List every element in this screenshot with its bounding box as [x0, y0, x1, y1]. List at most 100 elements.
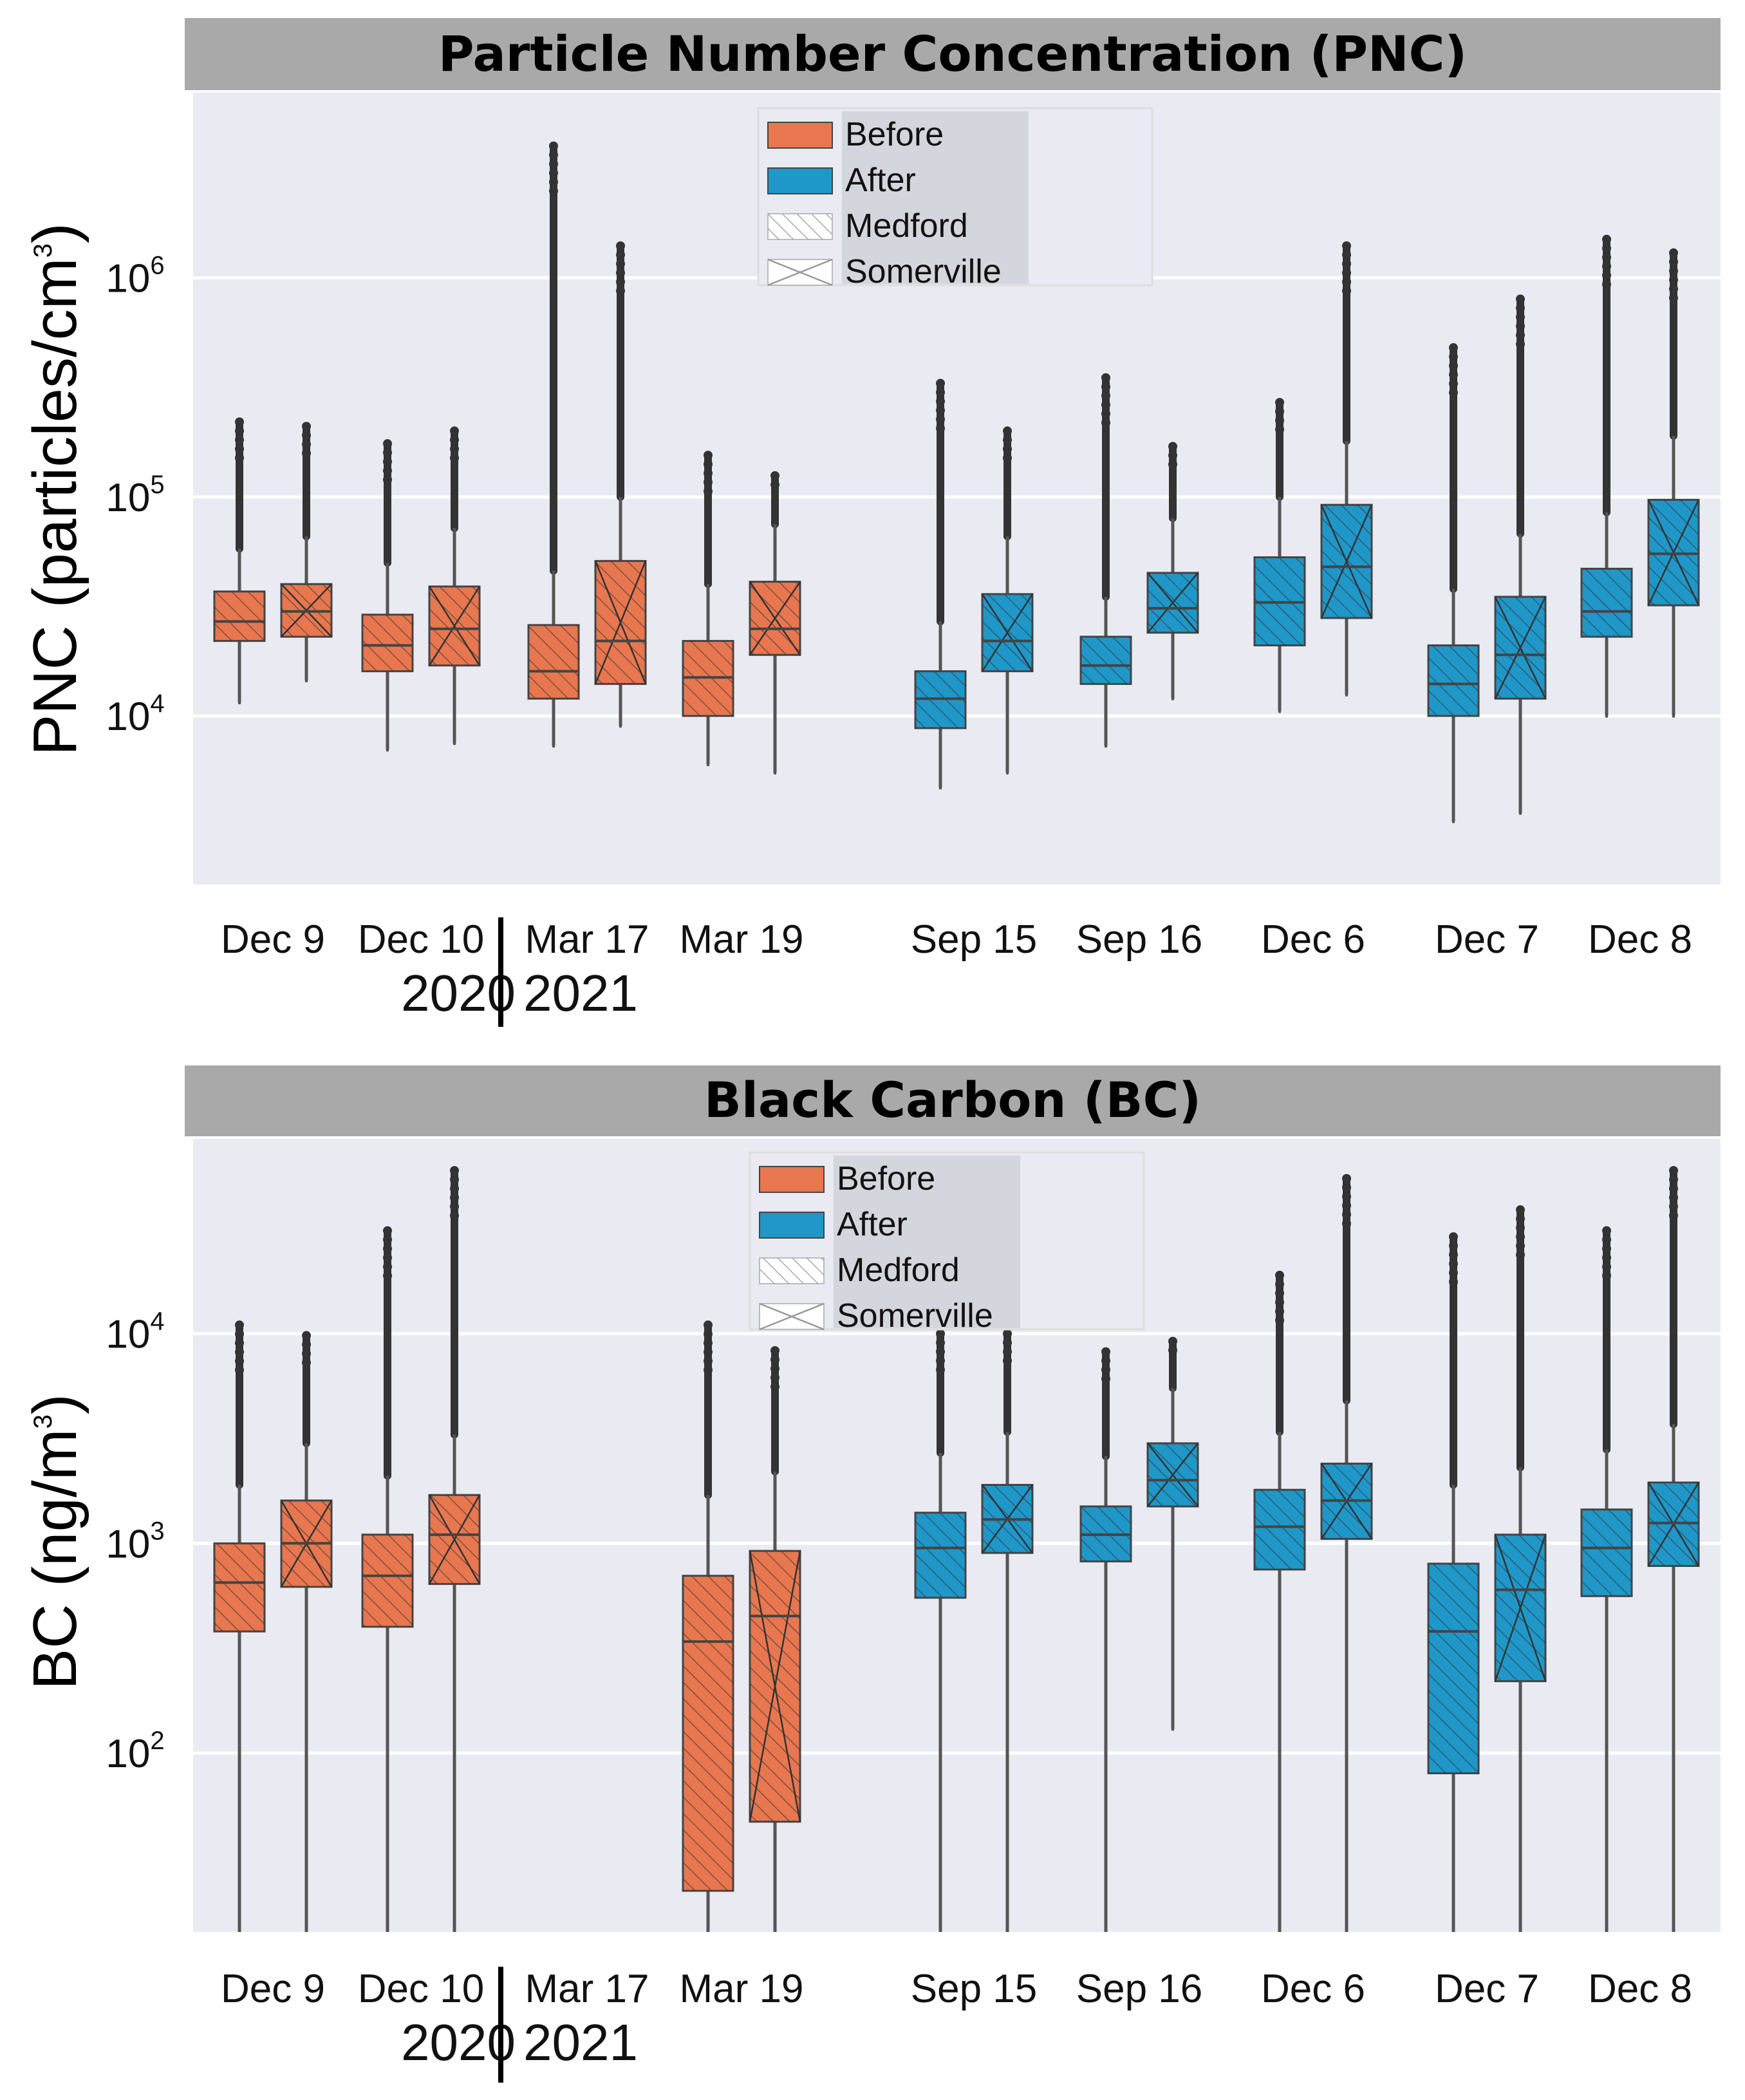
outlier-point — [770, 1355, 779, 1365]
pnc-x-tick-label: Sep 16 — [1076, 917, 1203, 962]
pnc-y-axis-label: PNC (particles/cm3) — [21, 223, 89, 756]
outlier-point — [1669, 293, 1678, 303]
box-dec-7-medford — [1427, 1232, 1480, 1932]
outlier-point — [235, 1365, 244, 1375]
outlier-point — [1449, 361, 1458, 371]
box-dec-10-medford — [361, 439, 414, 752]
box-hatch — [1428, 645, 1479, 717]
outlier-point — [1516, 1250, 1525, 1260]
outlier-point — [549, 168, 558, 178]
outlier-point — [1516, 1232, 1525, 1242]
outlier-point — [1275, 1297, 1284, 1307]
outlier-point — [704, 451, 713, 460]
box-cross-b — [1147, 572, 1199, 633]
outlier-point — [1275, 407, 1284, 417]
outlier-point — [1602, 234, 1611, 244]
outlier-point — [1669, 275, 1678, 285]
bc-x-tick-label: Mar 17 — [525, 1967, 649, 2011]
outlier-point — [1669, 284, 1678, 294]
box-sep-16-somerville — [1146, 1336, 1199, 1731]
outlier-point — [1101, 400, 1110, 409]
outlier-point — [1342, 1219, 1351, 1228]
outlier-point — [1516, 1205, 1525, 1215]
outlier-point — [383, 1235, 392, 1244]
outlier-point — [549, 186, 558, 196]
outlier-point — [936, 379, 945, 388]
outlier-point — [1168, 451, 1177, 460]
legend-label-before: Before — [845, 116, 944, 153]
bc-legend: Before After Medford Somerville — [749, 1151, 1145, 1335]
outlier-point — [1602, 1226, 1611, 1235]
bc-y-tick-label: 103 — [106, 1517, 164, 1566]
outlier-point — [1602, 279, 1611, 289]
outlier-point — [1342, 277, 1351, 286]
outlier-point — [235, 426, 244, 436]
outlier-point — [704, 1347, 713, 1357]
outlier-point — [1342, 241, 1351, 250]
outlier-point — [1516, 339, 1525, 349]
outlier-point — [1669, 1193, 1678, 1203]
legend-hatch-medford — [768, 214, 832, 239]
pnc-title-bar — [185, 18, 1721, 90]
outlier-point — [235, 453, 244, 463]
outlier-point — [1003, 435, 1012, 445]
outlier-point — [1449, 343, 1458, 353]
legend-cross-b — [759, 1302, 825, 1331]
outlier-point — [1516, 1223, 1525, 1233]
outlier-point — [549, 141, 558, 151]
outlier-point — [1003, 453, 1012, 463]
outlier-point — [1669, 1184, 1678, 1194]
outlier-point — [1342, 1174, 1351, 1183]
outlier-point — [1516, 321, 1525, 331]
outlier-point — [1101, 1365, 1110, 1374]
box-cross-b — [1147, 1443, 1199, 1507]
outlier-point — [1342, 1210, 1351, 1219]
box-dec-7-somerville — [1494, 1205, 1547, 1932]
box-dec-8-medford — [1580, 234, 1633, 718]
outlier-point — [383, 1244, 392, 1253]
legend-cross-b — [767, 258, 833, 286]
outlier-point — [1342, 1201, 1351, 1210]
outlier-point — [1449, 1241, 1458, 1251]
box-hatch — [1081, 637, 1131, 684]
legend-label-somerville: Somerville — [845, 253, 1002, 290]
box-sep-15-somerville — [981, 426, 1034, 774]
legend-swatch-before — [759, 1166, 825, 1193]
outlier-point — [383, 1253, 392, 1262]
box-dec-8-medford — [1580, 1226, 1633, 1932]
outlier-point — [1275, 425, 1284, 435]
outlier-point — [1669, 248, 1678, 258]
box-hatch — [362, 614, 413, 671]
outlier-point — [383, 1262, 392, 1271]
outlier-point — [1449, 1268, 1458, 1278]
bc-x-tick-label: Sep 16 — [1076, 1967, 1203, 2011]
outlier-point — [936, 1329, 945, 1338]
box-hatch — [214, 1543, 265, 1632]
pnc-y-tick-label: 104 — [106, 689, 164, 739]
outlier-point — [616, 268, 625, 277]
box-dec-10-somerville — [428, 426, 481, 745]
outlier-point — [704, 1365, 713, 1375]
outlier-point — [1342, 286, 1351, 295]
bc-panel: Black Carbon (BC) 102 103 104 BC (ng/m3) B… — [21, 1065, 1721, 2083]
pnc-x-tick-label: Dec 10 — [358, 917, 484, 962]
legend-hatch-medford — [760, 1258, 824, 1284]
outlier-point — [1516, 303, 1525, 313]
outlier-point — [302, 440, 311, 449]
box-mar-19-medford — [682, 1320, 734, 1932]
outlier-point — [704, 1320, 713, 1330]
legend-label-after: After — [837, 1206, 908, 1243]
pnc-x-tick-labels: Dec 9 Dec 10 Mar 17 Mar 19 Sep 15 Sep 16 Dec 6… — [221, 917, 1692, 962]
outlier-point — [1449, 1259, 1458, 1269]
box-sep-15-medford — [914, 1329, 967, 1932]
outlier-point — [235, 1320, 244, 1330]
outlier-point — [1101, 1374, 1110, 1383]
outlier-point — [616, 241, 625, 250]
outlier-point — [770, 480, 779, 489]
bc-title: Black Carbon (BC) — [704, 1071, 1201, 1129]
pnc-title: Particle Number Concentration (PNC) — [438, 25, 1467, 82]
outlier-point — [1003, 426, 1012, 436]
outlier-point — [1342, 1192, 1351, 1201]
outlier-point — [302, 1331, 311, 1340]
box-cross-b — [428, 1494, 481, 1585]
